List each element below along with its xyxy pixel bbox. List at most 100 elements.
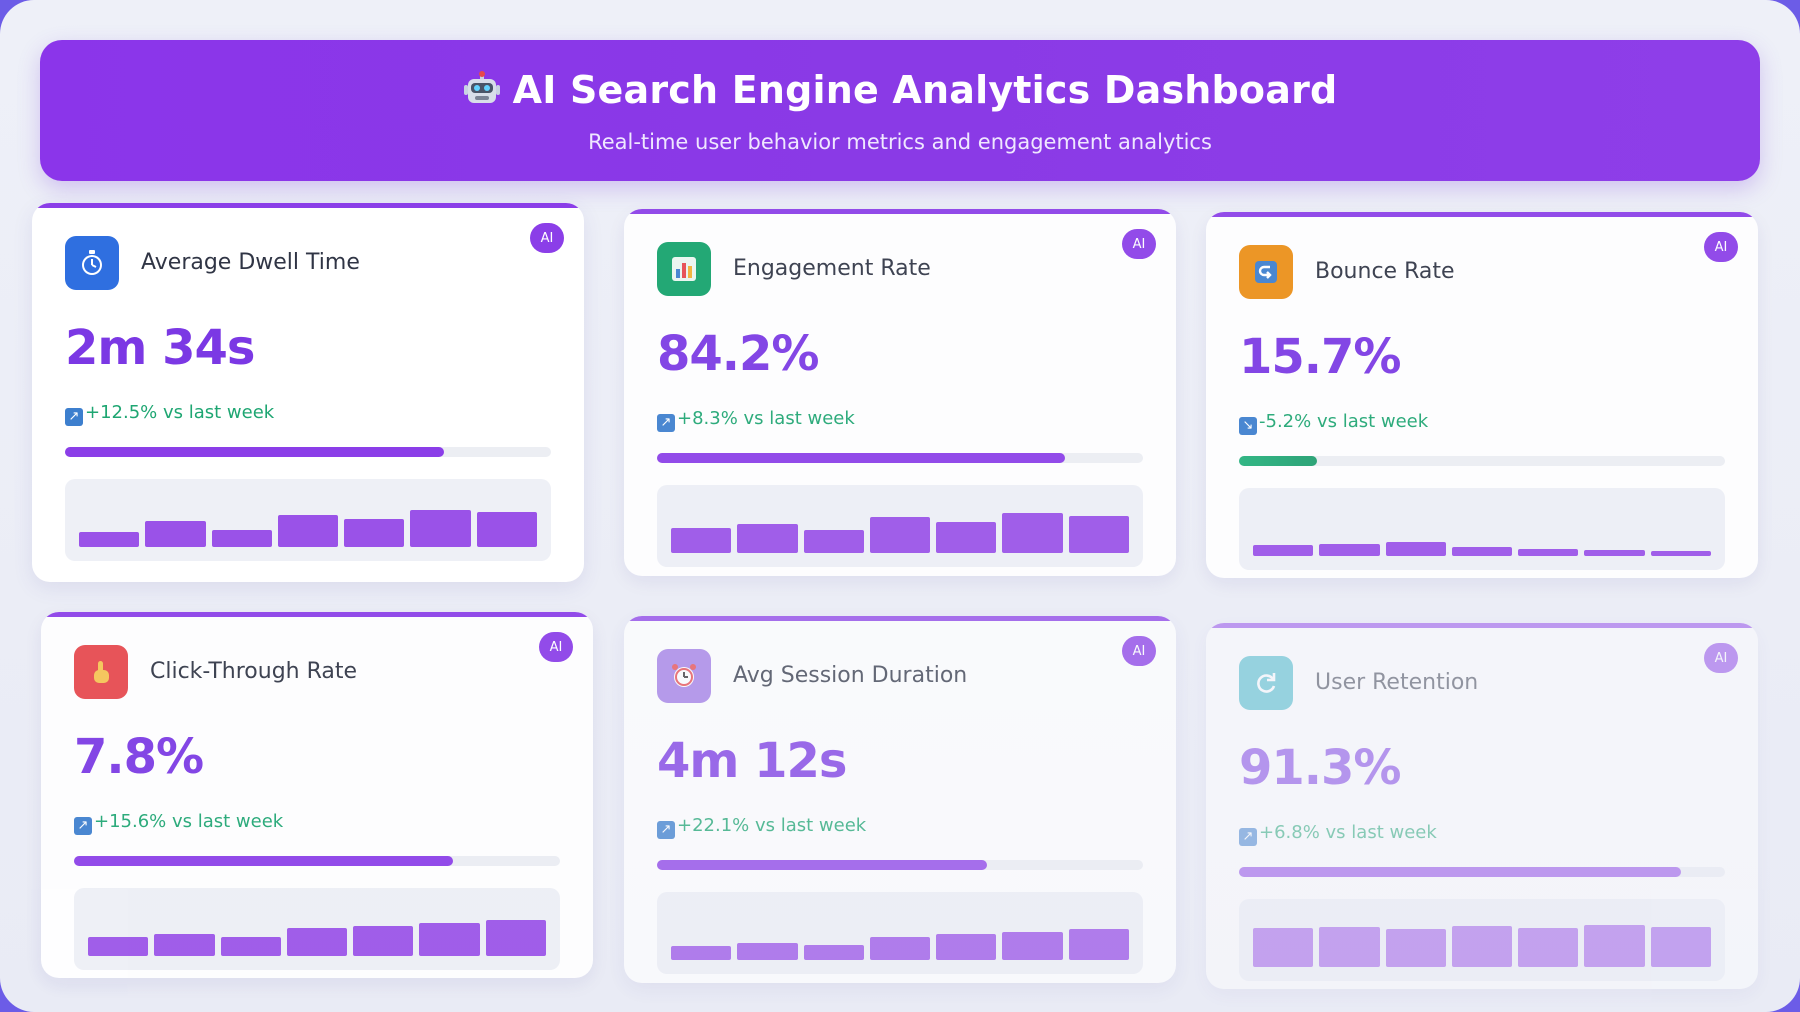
metric-change-text: +8.3% vs last week [677, 408, 855, 429]
trend-up-icon: ↗ [657, 414, 675, 432]
metric-value: 7.8% [74, 729, 204, 785]
progress-fill [657, 453, 1066, 463]
ai-badge: AI [1122, 636, 1156, 666]
sparkline-bar [671, 946, 732, 960]
sparkline-bar [936, 522, 997, 553]
sparkline-bar [737, 943, 798, 960]
metric-value: 2m 34s [65, 320, 255, 376]
sparkline-chart [1239, 488, 1725, 570]
progress-bar [657, 453, 1143, 463]
sparkline-bar [286, 928, 348, 956]
sparkline-bar [1650, 551, 1711, 556]
progress-fill [65, 447, 445, 457]
sparkline-bar [869, 517, 931, 553]
sparkline-bar [277, 515, 339, 547]
card-title: Bounce Rate [1315, 259, 1455, 284]
dashboard-header: AI Search Engine Analytics Dashboard Rea… [40, 40, 1760, 181]
card-title: Avg Session Duration [733, 663, 968, 688]
progress-bar [1239, 867, 1725, 877]
metric-card-dwell-time[interactable]: Average Dwell Time AI 2m 34s ↗ +12.5% vs … [32, 203, 584, 582]
metric-card-bounce-rate[interactable]: Bounce Rate AI 15.7% ↘ -5.2% vs last week [1206, 212, 1758, 578]
metric-change-text: +15.6% vs last week [94, 811, 284, 832]
sparkline-bar [671, 528, 732, 553]
metric-value: 91.3% [1239, 740, 1402, 796]
sparkline-bar [803, 945, 864, 960]
sparkline-bar [154, 934, 215, 956]
refresh-icon [1239, 656, 1293, 710]
trend-up-icon: ↗ [1239, 828, 1257, 846]
sparkline-bar [1002, 513, 1063, 553]
metric-change-text: +12.5% vs last week [85, 402, 275, 423]
stopwatch-icon [65, 236, 119, 290]
card-title: Average Dwell Time [141, 250, 360, 275]
sparkline-bar [1584, 925, 1645, 967]
sparkline-bar [476, 512, 537, 547]
progress-bar [657, 860, 1143, 870]
sparkline-chart [74, 888, 560, 970]
sparkline-bar [1518, 549, 1579, 556]
trend-up-icon: ↗ [65, 408, 83, 426]
sparkline-bar [1253, 545, 1314, 556]
sparkline-chart [1239, 899, 1725, 981]
ai-badge: AI [530, 223, 564, 253]
robot-icon [463, 71, 501, 118]
ai-badge: AI [1122, 229, 1156, 259]
trend-down-icon: ↘ [1239, 417, 1257, 435]
sparkline-bar [1518, 928, 1579, 967]
sparkline-bar [145, 521, 206, 547]
page-subtitle: Real-time user behavior metrics and enga… [588, 130, 1212, 154]
sparkline-chart [657, 892, 1143, 974]
metric-card-user-retention[interactable]: User Retention AI 91.3% ↗ +6.8% vs last w… [1206, 623, 1758, 989]
progress-fill [1239, 456, 1317, 466]
sparkline-bar [79, 532, 140, 547]
metric-change-text: +6.8% vs last week [1259, 822, 1437, 843]
metric-value: 84.2% [657, 326, 820, 382]
card-title: Engagement Rate [733, 256, 931, 281]
card-title: User Retention [1315, 670, 1479, 695]
metric-card-engagement-rate[interactable]: Engagement Rate AI 84.2% ↗ +8.3% vs last … [624, 209, 1176, 576]
sparkline-bar [936, 934, 997, 960]
sparkline-bar [1319, 544, 1380, 556]
sparkline-bar [419, 923, 480, 956]
metric-change: ↗ +8.3% vs last week [657, 408, 855, 432]
metric-card-avg-session-duration[interactable]: Avg Session Duration AI 4m 12s ↗ +22.1% v… [624, 616, 1176, 983]
metric-change: ↗ +6.8% vs last week [1239, 822, 1437, 846]
sparkline-bar [803, 530, 864, 553]
alarm-clock-icon [657, 649, 711, 703]
sparkline-bar [353, 926, 414, 956]
sparkline-bar [1451, 926, 1513, 967]
sparkline-bar [88, 937, 149, 956]
ai-badge: AI [1704, 232, 1738, 262]
sparkline-bar [220, 937, 281, 956]
progress-bar [65, 447, 551, 457]
progress-fill [657, 860, 988, 870]
metric-card-click-through-rate[interactable]: Click-Through Rate AI 7.8% ↗ +15.6% vs la… [41, 612, 593, 978]
sparkline-bar [1650, 927, 1711, 967]
sparkline-bar [1068, 516, 1129, 553]
metric-value: 15.7% [1239, 329, 1402, 385]
sparkline-chart [657, 485, 1143, 567]
sparkline-bar [1385, 542, 1446, 556]
metric-change: ↘ -5.2% vs last week [1239, 411, 1428, 435]
bar-chart-icon [657, 242, 711, 296]
progress-fill [1239, 867, 1682, 877]
page-title-text: AI Search Engine Analytics Dashboard [512, 68, 1338, 112]
sparkline-bar [211, 530, 272, 547]
card-title: Click-Through Rate [150, 659, 358, 684]
metric-change-text: +22.1% vs last week [677, 815, 867, 836]
ai-badge: AI [539, 632, 573, 662]
sparkline-bar [737, 524, 798, 553]
progress-bar [1239, 456, 1725, 466]
sparkline-chart [65, 479, 551, 561]
trend-up-icon: ↗ [657, 821, 675, 839]
page-title: AI Search Engine Analytics Dashboard [40, 68, 1760, 118]
sparkline-bar [1385, 929, 1446, 967]
metric-change: ↗ +22.1% vs last week [657, 815, 866, 839]
progress-fill [74, 856, 454, 866]
progress-bar [74, 856, 560, 866]
sparkline-bar [1319, 927, 1380, 967]
metric-value: 4m 12s [657, 733, 847, 789]
metric-change: ↗ +15.6% vs last week [74, 811, 283, 835]
return-arrow-icon [1239, 245, 1293, 299]
